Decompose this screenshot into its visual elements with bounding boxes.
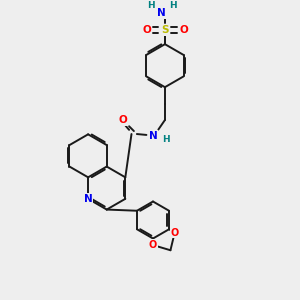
- Text: H: H: [147, 1, 154, 10]
- Text: O: O: [149, 240, 157, 250]
- Text: O: O: [171, 227, 179, 238]
- Text: N: N: [148, 130, 158, 140]
- Text: O: O: [142, 25, 151, 35]
- Text: O: O: [118, 115, 127, 125]
- Text: N: N: [84, 194, 92, 204]
- Text: H: H: [169, 1, 177, 10]
- Text: S: S: [161, 25, 169, 35]
- Text: H: H: [162, 135, 169, 144]
- Text: O: O: [179, 25, 188, 35]
- Text: N: N: [157, 8, 166, 18]
